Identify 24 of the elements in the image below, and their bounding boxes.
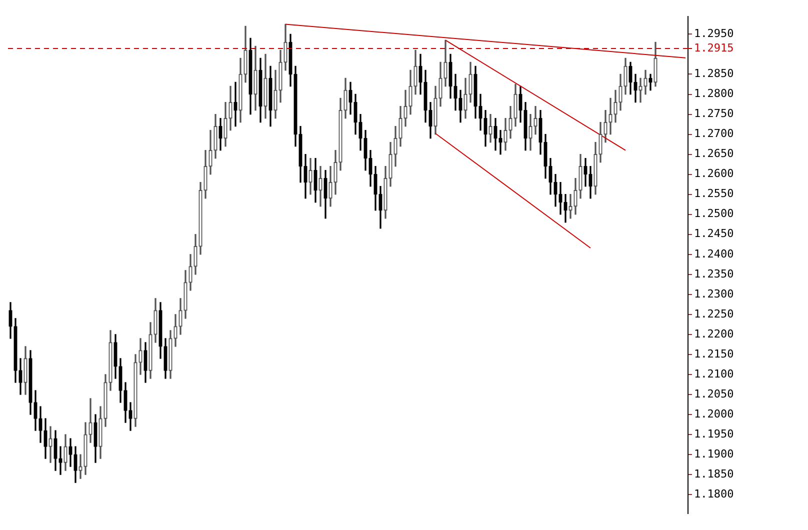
y-tick-label: 1.1950 xyxy=(694,427,734,440)
y-tick-label: 1.1850 xyxy=(694,467,734,480)
y-tick-label: 1.2050 xyxy=(694,387,734,400)
y-tick-label: 1.2400 xyxy=(694,247,734,260)
y-tick-label: 1.2700 xyxy=(694,127,734,140)
y-tick-label: 1.2850 xyxy=(694,67,734,80)
y-tick-label: 1.2300 xyxy=(694,287,734,300)
y-tick-label: 1.2550 xyxy=(694,187,734,200)
y-tick-label: 1.2600 xyxy=(694,167,734,180)
y-tick-label: 1.2650 xyxy=(694,147,734,160)
y-tick-label: 1.2750 xyxy=(694,107,734,120)
y-tick-label: 1.2800 xyxy=(694,87,734,100)
y-tick-label: 1.2150 xyxy=(694,347,734,360)
y-tick-label: 1.2950 xyxy=(694,27,734,40)
y-tick-label: 1.2450 xyxy=(694,227,734,240)
y-tick-label: 1.2250 xyxy=(694,307,734,320)
y-tick-label: 1.2000 xyxy=(694,407,734,420)
y-tick-label: 1.2100 xyxy=(694,367,734,380)
y-tick-label: 1.2350 xyxy=(694,267,734,280)
y-tick-label: 1.2200 xyxy=(694,327,734,340)
y-tick-label: 1.1800 xyxy=(694,487,734,500)
y-tick-label: 1.1900 xyxy=(694,447,734,460)
ref-line-label: 1.2915 xyxy=(694,41,734,54)
y-tick-label: 1.2500 xyxy=(694,207,734,220)
